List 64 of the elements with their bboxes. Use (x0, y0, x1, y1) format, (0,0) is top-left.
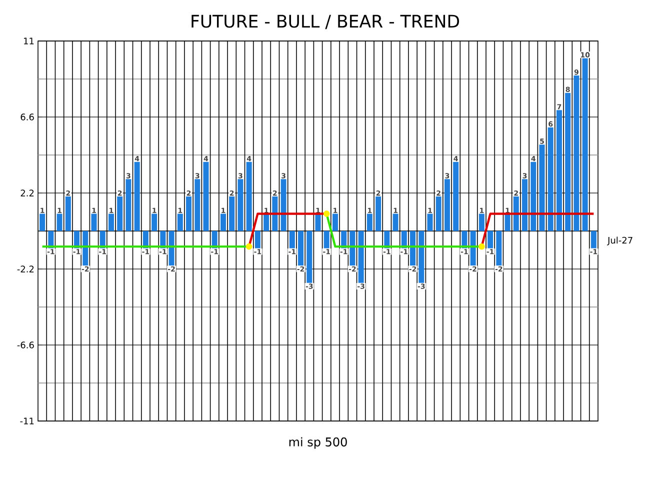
bar (134, 162, 140, 231)
bar (513, 196, 519, 231)
y-tick-label: 6.6 (20, 114, 34, 120)
bar (220, 214, 226, 231)
bar (117, 196, 123, 231)
bar (280, 179, 286, 231)
bar (410, 231, 416, 266)
bar (376, 196, 382, 231)
bar (177, 214, 183, 231)
bar (108, 214, 114, 231)
bar (40, 214, 46, 231)
y-tick-label: 11 (24, 38, 34, 44)
bar (194, 179, 200, 231)
bar (427, 214, 433, 231)
bar (65, 196, 71, 231)
bar (418, 231, 424, 283)
bar (590, 231, 596, 248)
bar (539, 144, 545, 231)
bar (504, 214, 510, 231)
bar (152, 214, 158, 231)
bar (574, 76, 580, 231)
bar (436, 196, 442, 231)
bar (289, 231, 295, 248)
bar (82, 231, 88, 266)
bar (229, 196, 235, 231)
bar (298, 231, 304, 266)
bar (530, 162, 536, 231)
chart-title: FUTURE - BULL / BEAR - TREND (192, 14, 460, 30)
text: Jul-27 (607, 236, 632, 246)
bar (548, 127, 554, 231)
bar (582, 58, 588, 231)
bar (324, 231, 330, 248)
bar (556, 110, 562, 231)
bar (453, 162, 459, 231)
bar (56, 214, 62, 231)
y-tick-label: -11 (20, 418, 34, 424)
y-tick-label: -2.2 (17, 266, 34, 272)
bar (203, 162, 209, 231)
bar (238, 179, 244, 231)
y-tick-label: 2.2 (20, 190, 34, 196)
bar (350, 231, 356, 266)
bar (565, 92, 571, 231)
bar (444, 179, 450, 231)
bar (478, 214, 484, 231)
bar (186, 196, 192, 231)
bar (496, 231, 502, 266)
bar (168, 231, 174, 266)
bar (126, 179, 132, 231)
bar (315, 214, 321, 231)
bar (332, 214, 338, 231)
bar (366, 214, 372, 231)
y-tick-label: -6.6 (17, 342, 34, 348)
bar (358, 231, 364, 283)
bar (488, 231, 494, 248)
bar (392, 214, 398, 231)
bar (254, 231, 260, 248)
bar (522, 179, 528, 231)
bar (264, 214, 270, 231)
bar (91, 214, 97, 231)
bar (272, 196, 278, 231)
bar (306, 231, 312, 283)
bar (470, 231, 476, 266)
x-axis-title: mi sp 500 (289, 437, 347, 449)
bar (246, 162, 252, 231)
